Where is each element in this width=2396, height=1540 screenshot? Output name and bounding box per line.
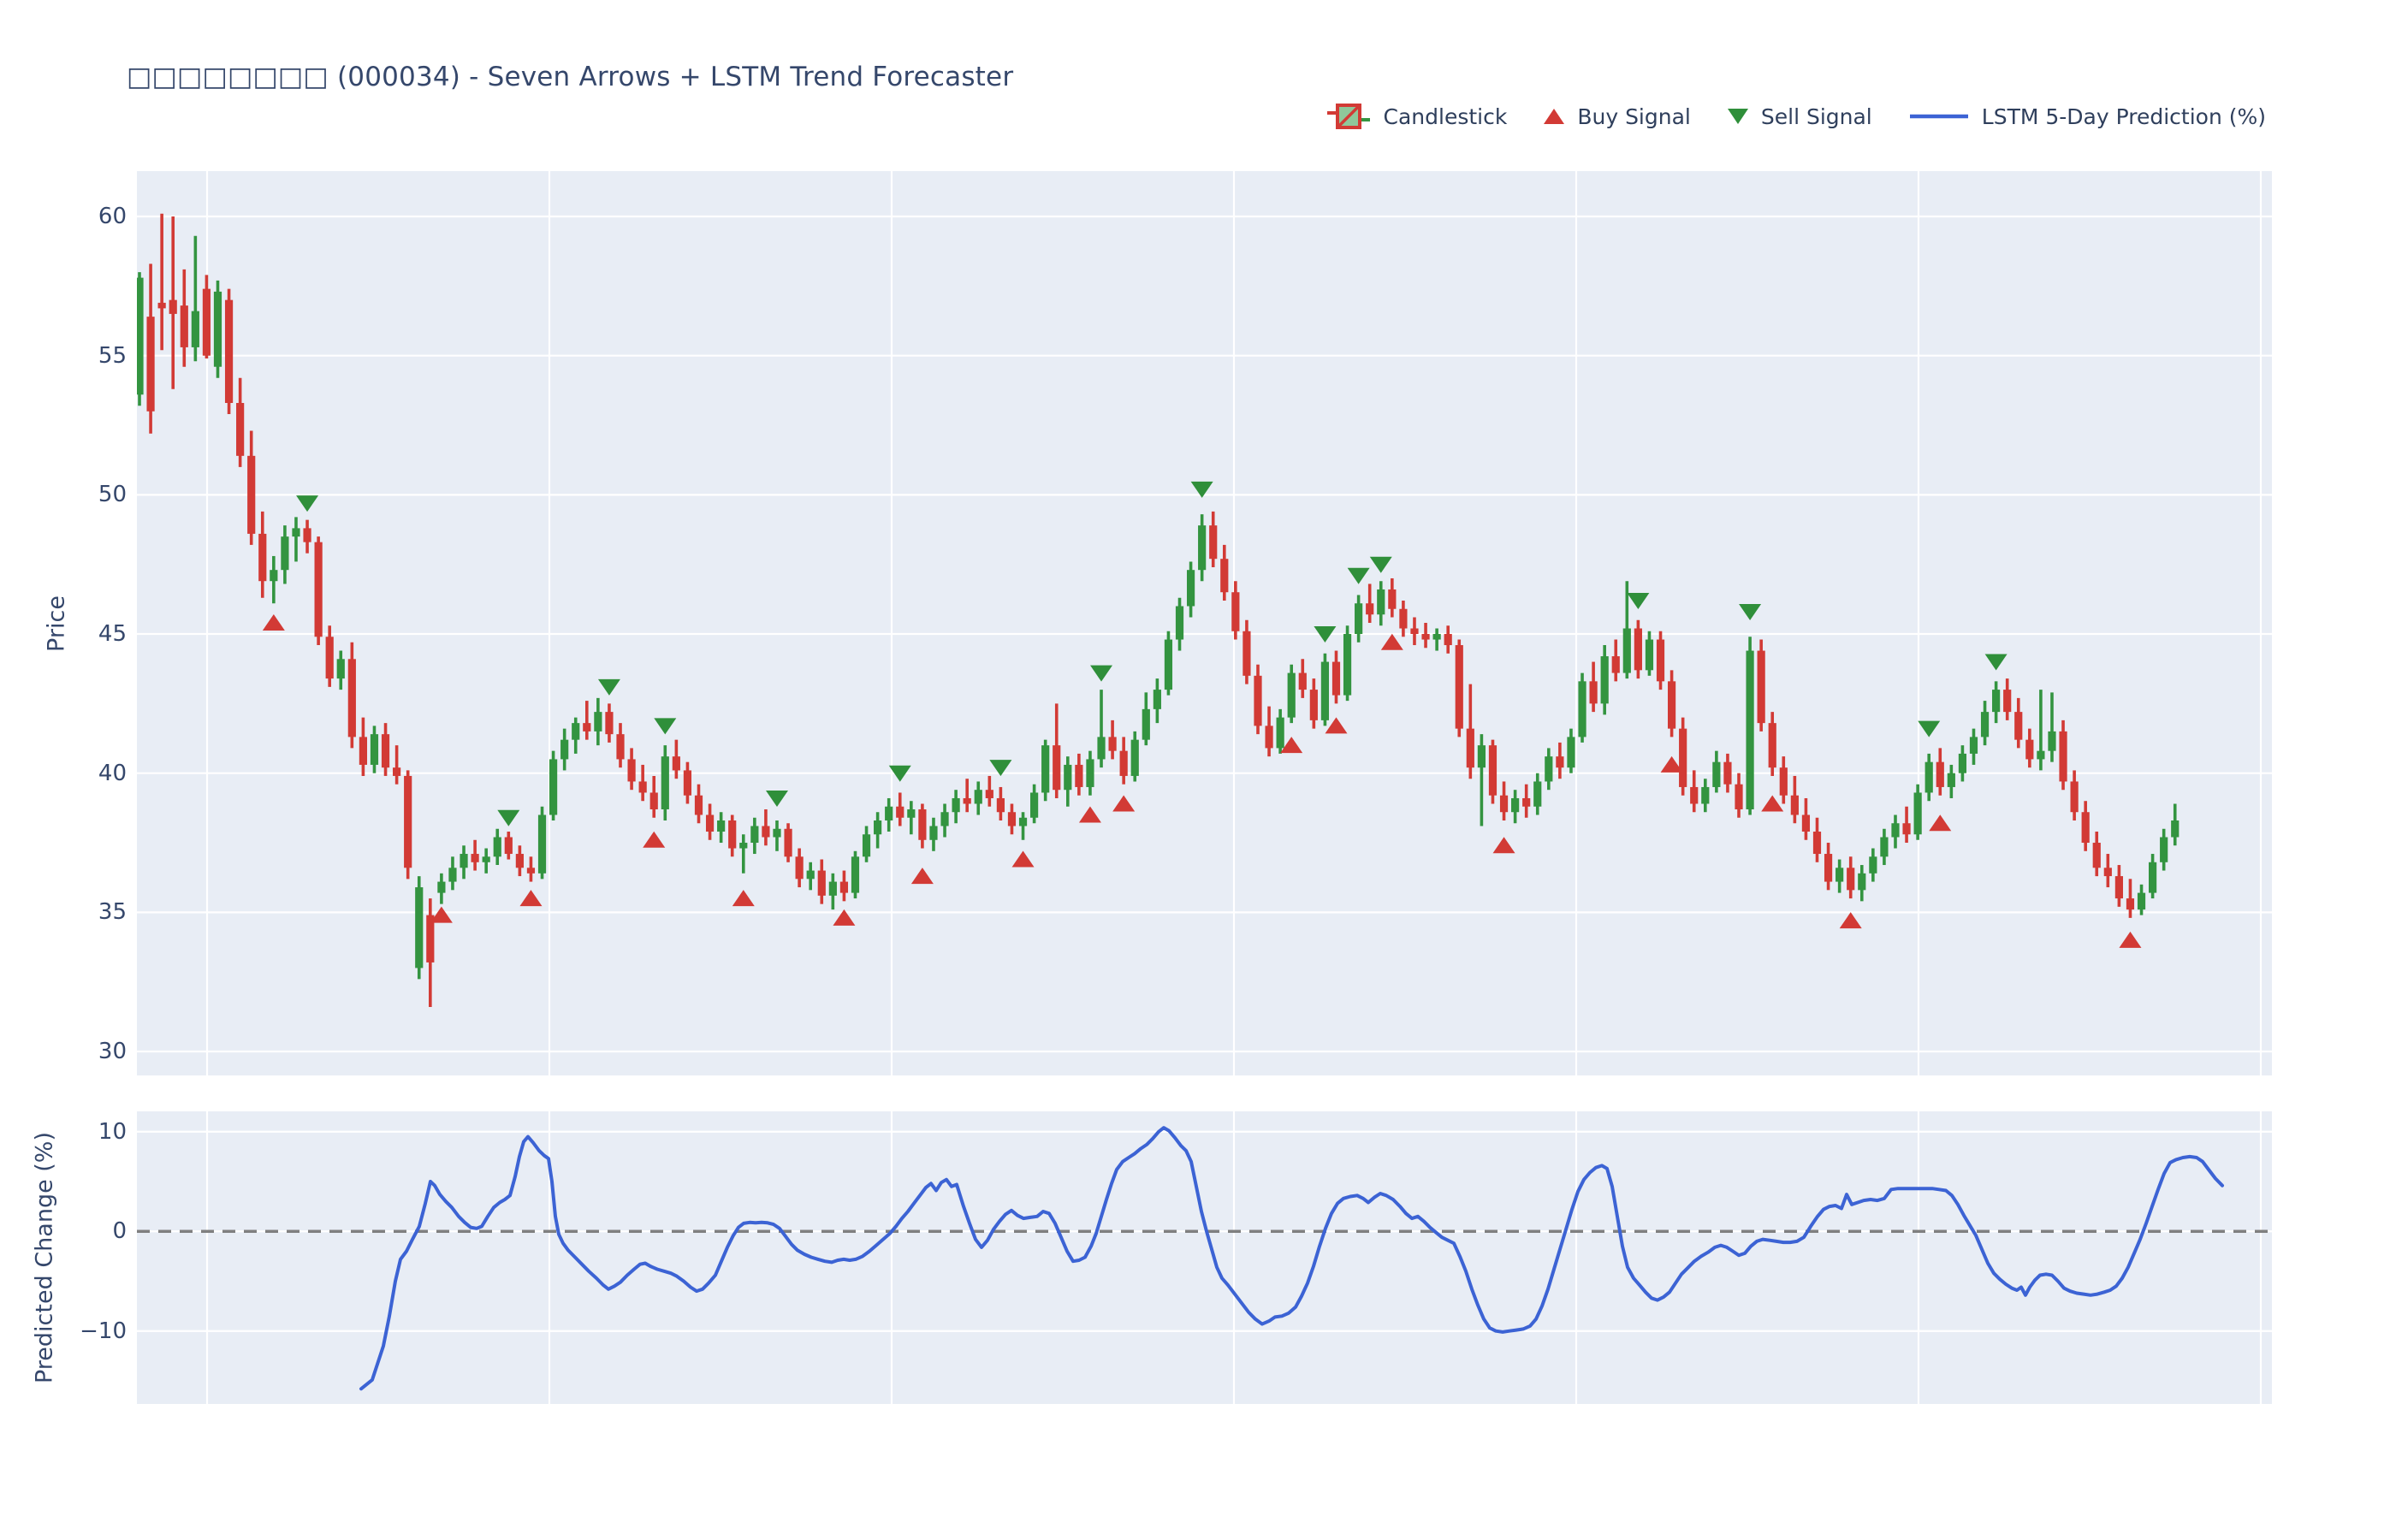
buy-signal-marker bbox=[833, 909, 856, 926]
price-chart-plot-area bbox=[137, 171, 2272, 1075]
buy-triangle-icon bbox=[1543, 107, 1565, 126]
price-tick-label: 55 bbox=[98, 342, 127, 369]
sell-signal-marker bbox=[497, 809, 520, 826]
legend-label: Buy Signal bbox=[1577, 104, 1691, 129]
buy-signal-marker bbox=[643, 831, 666, 848]
buy-signal-marker bbox=[1380, 633, 1403, 650]
sell-signal-marker bbox=[1984, 654, 2008, 671]
prediction-chart-plot-area bbox=[137, 1111, 2272, 1404]
candlestick-chart bbox=[137, 171, 2272, 1075]
sell-signal-marker bbox=[1314, 626, 1337, 643]
price-tick-label: 45 bbox=[98, 621, 127, 648]
sell-signal-marker bbox=[765, 790, 788, 807]
legend-item-sell: Sell Signal bbox=[1727, 104, 1872, 129]
sell-signal-marker bbox=[1918, 720, 1941, 737]
percent-tick-label: −10 bbox=[80, 1318, 127, 1344]
sell-signal-marker bbox=[1190, 481, 1213, 498]
buy-signal-marker bbox=[910, 868, 934, 885]
legend-label: Candlestick bbox=[1383, 104, 1508, 129]
legend-item-buy: Buy Signal bbox=[1543, 104, 1691, 129]
y-axis-label-predicted-change: Predicted Change (%) bbox=[31, 1131, 58, 1384]
buy-signal-marker bbox=[262, 614, 285, 631]
sell-triangle-icon bbox=[1727, 107, 1749, 126]
buy-signal-marker bbox=[1761, 795, 1784, 812]
buy-signal-marker bbox=[1112, 795, 1136, 812]
price-tick-label: 60 bbox=[98, 204, 127, 230]
sell-signal-marker bbox=[1369, 556, 1392, 573]
buy-signal-marker bbox=[1078, 806, 1101, 823]
buy-signal-marker bbox=[430, 906, 453, 923]
sell-signal-marker bbox=[1739, 603, 1762, 620]
legend: Candlestick Buy Signal Sell Signal LSTM … bbox=[1326, 101, 2266, 132]
price-tick-label: 35 bbox=[98, 899, 127, 926]
sell-signal-marker bbox=[1627, 592, 1650, 609]
legend-label: LSTM 5-Day Prediction (%) bbox=[1981, 104, 2266, 129]
buy-signal-marker bbox=[1839, 912, 1862, 929]
sell-signal-marker bbox=[1090, 665, 1113, 682]
legend-item-lstm: LSTM 5-Day Prediction (%) bbox=[1908, 104, 2266, 129]
buy-signal-marker bbox=[1011, 850, 1035, 868]
buy-signal-marker bbox=[519, 890, 543, 907]
price-tick-label: 50 bbox=[98, 482, 127, 508]
price-tick-label: 40 bbox=[98, 760, 127, 786]
buy-signal-marker bbox=[1660, 755, 1683, 773]
chart-title: □□□□□□□□ (000034) - Seven Arrows + LSTM … bbox=[127, 62, 1014, 92]
lstm-prediction-chart bbox=[137, 1111, 2272, 1404]
buy-signal-marker bbox=[1325, 717, 1348, 734]
buy-signal-marker bbox=[2119, 931, 2142, 948]
buy-signal-marker bbox=[1929, 814, 1952, 832]
buy-signal-marker bbox=[1280, 737, 1303, 754]
buy-signal-marker bbox=[732, 890, 755, 907]
lstm-prediction-line bbox=[359, 1126, 2224, 1391]
legend-item-candlestick: Candlestick bbox=[1326, 101, 1508, 132]
line-icon bbox=[1908, 113, 1970, 120]
buy-signal-marker bbox=[1492, 837, 1515, 854]
legend-label: Sell Signal bbox=[1760, 104, 1872, 129]
percent-tick-label: 0 bbox=[112, 1218, 127, 1245]
sell-signal-marker bbox=[989, 760, 1012, 777]
sell-signal-marker bbox=[1347, 567, 1370, 584]
percent-tick-label: 10 bbox=[98, 1118, 127, 1145]
candlestick-icon bbox=[1326, 101, 1372, 132]
price-tick-label: 30 bbox=[98, 1039, 127, 1065]
sell-signal-marker bbox=[654, 718, 677, 735]
sell-signal-marker bbox=[597, 678, 620, 696]
sell-signal-marker bbox=[296, 495, 319, 512]
sell-signal-marker bbox=[888, 765, 911, 782]
